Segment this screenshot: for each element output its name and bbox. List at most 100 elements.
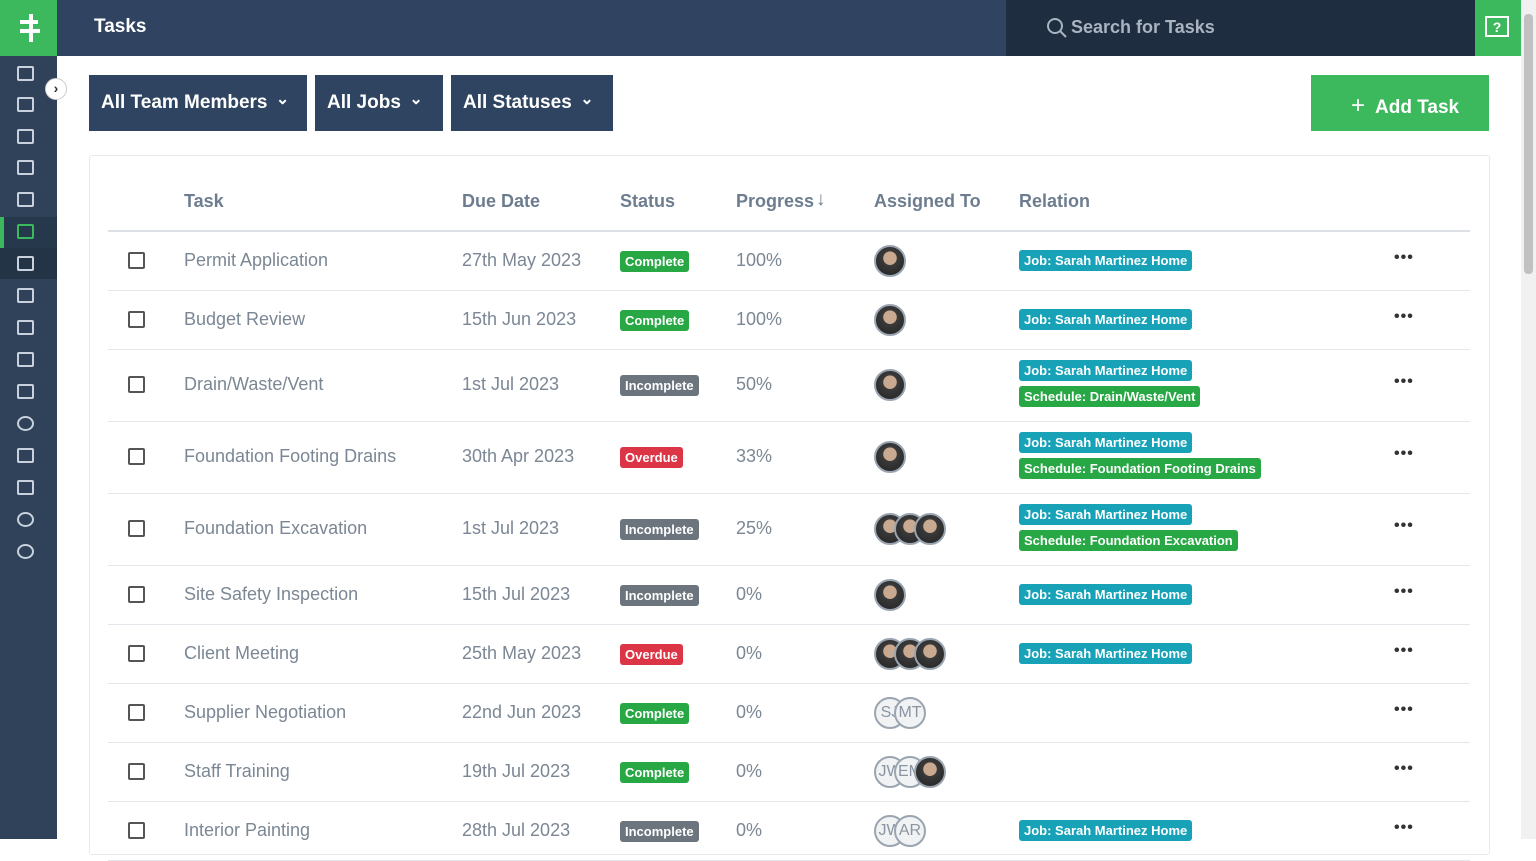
row-divider [108, 742, 1470, 743]
task-name[interactable]: Client Meeting [184, 642, 300, 663]
row-checkbox[interactable] [128, 821, 145, 839]
nav-icon[interactable] [17, 352, 34, 367]
progress: 25% [736, 518, 773, 538]
status-badge: Incomplete [620, 519, 699, 540]
row-menu[interactable]: ••• [1394, 248, 1414, 266]
row-checkbox[interactable] [128, 376, 145, 393]
column-header[interactable]: Status [620, 191, 676, 211]
relation-badge[interactable]: Schedule: Foundation Footing Drains [1019, 458, 1261, 479]
filter-dropdown[interactable]: All Jobs ⌄ [315, 75, 443, 131]
due-date: 15th Jul 2023 [462, 583, 571, 604]
avatar [874, 244, 906, 277]
column-header[interactable]: Progress [736, 191, 815, 211]
relation-badge[interactable]: Schedule: Drain/Waste/Vent [1019, 386, 1201, 407]
svg-text:?: ? [1493, 19, 1502, 35]
row-checkbox[interactable] [128, 644, 145, 662]
column-header: Relation [1019, 191, 1091, 211]
scrollbar[interactable] [1521, 0, 1536, 839]
search-box[interactable]: Search for Tasks [1006, 0, 1475, 56]
nav-icon[interactable] [17, 544, 34, 559]
task-name[interactable]: Drain/Waste/Vent [184, 374, 324, 394]
nav-icon[interactable] [17, 97, 34, 112]
avatar [874, 303, 906, 336]
status-badge: Overdue [620, 447, 683, 468]
help-button[interactable]: ? [1475, 0, 1521, 56]
avatar-initials: MT [894, 696, 926, 729]
task-name[interactable]: Interior Painting [184, 819, 311, 840]
row-checkbox[interactable] [128, 585, 145, 603]
relation-badge[interactable]: Job: Sarah Martinez Home [1019, 583, 1193, 605]
add-task-button[interactable]: + Add Task [1311, 75, 1489, 131]
task-name[interactable]: Supplier Negotiation [184, 701, 347, 722]
row-checkbox[interactable] [128, 448, 145, 465]
nav-icon[interactable] [17, 448, 34, 463]
status-badge: Incomplete [620, 375, 699, 396]
row-menu[interactable]: ••• [1394, 700, 1414, 718]
status-badge: Complete [620, 702, 690, 724]
status-badge: Incomplete [620, 820, 699, 842]
row-menu[interactable]: ••• [1394, 445, 1414, 462]
sidebar [0, 0, 57, 839]
search-placeholder: Search for Tasks [1071, 17, 1215, 37]
relation-badge[interactable]: Job: Sarah Martinez Home [1019, 249, 1193, 271]
relation-badge[interactable]: Job: Sarah Martinez Home [1019, 308, 1193, 330]
row-checkbox[interactable] [128, 762, 145, 780]
row-menu[interactable]: ••• [1394, 759, 1414, 777]
row-divider [108, 493, 1470, 494]
filter-label: All Team Members [101, 92, 268, 113]
nav-icon[interactable] [17, 512, 34, 527]
row-menu[interactable]: ••• [1394, 582, 1414, 600]
row-divider [108, 801, 1470, 802]
row-checkbox[interactable] [128, 703, 145, 721]
nav-icon[interactable] [17, 384, 34, 399]
relation-badge[interactable]: Schedule: Foundation Excavation [1019, 530, 1238, 551]
relation-badge[interactable]: Job: Sarah Martinez Home [1019, 432, 1193, 453]
due-date: 19th Jul 2023 [462, 760, 571, 781]
nav-icon[interactable] [17, 256, 34, 271]
progress: 0% [736, 642, 763, 663]
nav-icon[interactable] [17, 320, 34, 335]
nav-icon[interactable] [17, 129, 34, 144]
avatar [874, 369, 906, 401]
row-checkbox[interactable] [128, 310, 145, 328]
row-menu[interactable]: ••• [1394, 641, 1414, 659]
nav-icon[interactable] [17, 160, 34, 175]
relation-badge[interactable]: Job: Sarah Martinez Home [1019, 504, 1193, 525]
progress: 0% [736, 583, 763, 604]
nav-icon[interactable] [17, 192, 34, 207]
task-name[interactable]: Foundation Footing Drains [184, 446, 397, 466]
nav-icon[interactable] [17, 416, 34, 431]
avatar [874, 578, 906, 611]
relation-badge[interactable]: Job: Sarah Martinez Home [1019, 360, 1193, 381]
nav-icon[interactable] [17, 480, 34, 495]
filter-label: All Jobs [327, 92, 401, 113]
page-title: Tasks [94, 16, 147, 37]
task-name[interactable]: Permit Application [184, 249, 329, 270]
task-name[interactable]: Site Safety Inspection [184, 583, 359, 604]
filter-dropdown[interactable]: All Statuses ⌄ [451, 75, 613, 131]
progress: 0% [736, 819, 763, 840]
row-menu[interactable]: ••• [1394, 373, 1414, 390]
row-menu[interactable]: ••• [1394, 818, 1414, 836]
search-icon [1047, 18, 1067, 38]
nav-icon[interactable] [17, 66, 34, 81]
row-menu[interactable]: ••• [1394, 307, 1414, 325]
task-name[interactable]: Foundation Excavation [184, 518, 368, 538]
task-name[interactable]: Staff Training [184, 760, 290, 781]
relation-badge[interactable]: Job: Sarah Martinez Home [1019, 819, 1193, 841]
filter-dropdown[interactable]: All Team Members ⌄ [89, 75, 307, 131]
column-header[interactable]: Due Date [462, 191, 541, 211]
nav-icon[interactable] [17, 288, 34, 303]
column-header[interactable]: Task [184, 191, 224, 211]
column-header[interactable]: Assigned To [874, 191, 981, 211]
nav-active [0, 217, 57, 248]
row-checkbox[interactable] [128, 251, 145, 269]
logo[interactable] [0, 0, 57, 56]
row-checkbox[interactable] [128, 520, 145, 537]
row-menu[interactable]: ••• [1394, 517, 1414, 534]
sidebar-toggle[interactable]: › [45, 78, 67, 100]
task-name[interactable]: Budget Review [184, 308, 306, 329]
relation-badge[interactable]: Job: Sarah Martinez Home [1019, 642, 1193, 664]
nav-icon[interactable] [17, 224, 34, 239]
